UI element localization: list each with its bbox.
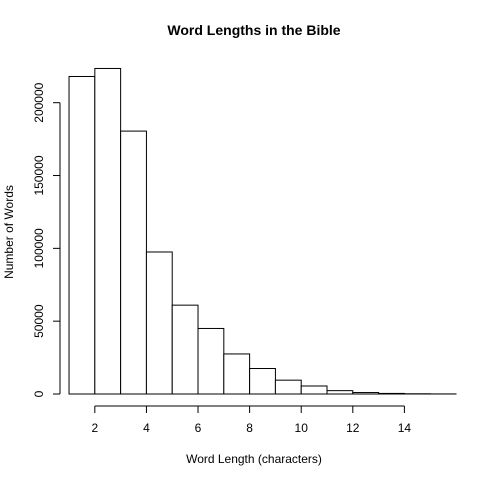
y-axis: 0 50000 100000 150000 200000: [32, 82, 61, 397]
histogram-bar: [274, 379, 302, 395]
x-axis: 2 4 6 8 10 12 14: [91, 405, 412, 435]
y-tick-label: 100000: [32, 228, 46, 268]
x-tick-label: 14: [398, 421, 412, 435]
histogram-bar: [68, 75, 96, 395]
x-tick-label: 12: [346, 421, 360, 435]
x-tick-label: 2: [91, 421, 98, 435]
chart-title: Word Lengths in the Bible: [167, 22, 340, 38]
bars-group: [68, 67, 457, 395]
histogram-bar: [223, 353, 251, 395]
histogram-bar: [120, 130, 147, 395]
x-axis-label: Word Length (characters): [186, 452, 322, 466]
x-tick-label: 8: [246, 421, 253, 435]
y-tick-label: 150000: [32, 155, 46, 195]
histogram-bar: [94, 67, 122, 395]
histogram-bar: [378, 392, 405, 395]
y-tick-label: 200000: [32, 82, 46, 122]
histogram-bar: [300, 385, 328, 395]
histogram-bar: [171, 304, 199, 395]
x-tick-label: 10: [295, 421, 309, 435]
histogram-bar: [197, 327, 225, 395]
y-axis-label: Number of Words: [2, 185, 16, 279]
x-tick-label: 4: [143, 421, 150, 435]
histogram-bar: [249, 368, 276, 395]
y-tick-label: 50000: [32, 304, 46, 338]
x-tick-label: 6: [195, 421, 202, 435]
histogram-bar: [145, 251, 173, 395]
y-tick-label: 0: [32, 390, 46, 397]
histogram-bar: [352, 392, 380, 395]
histogram-bar: [326, 390, 354, 395]
